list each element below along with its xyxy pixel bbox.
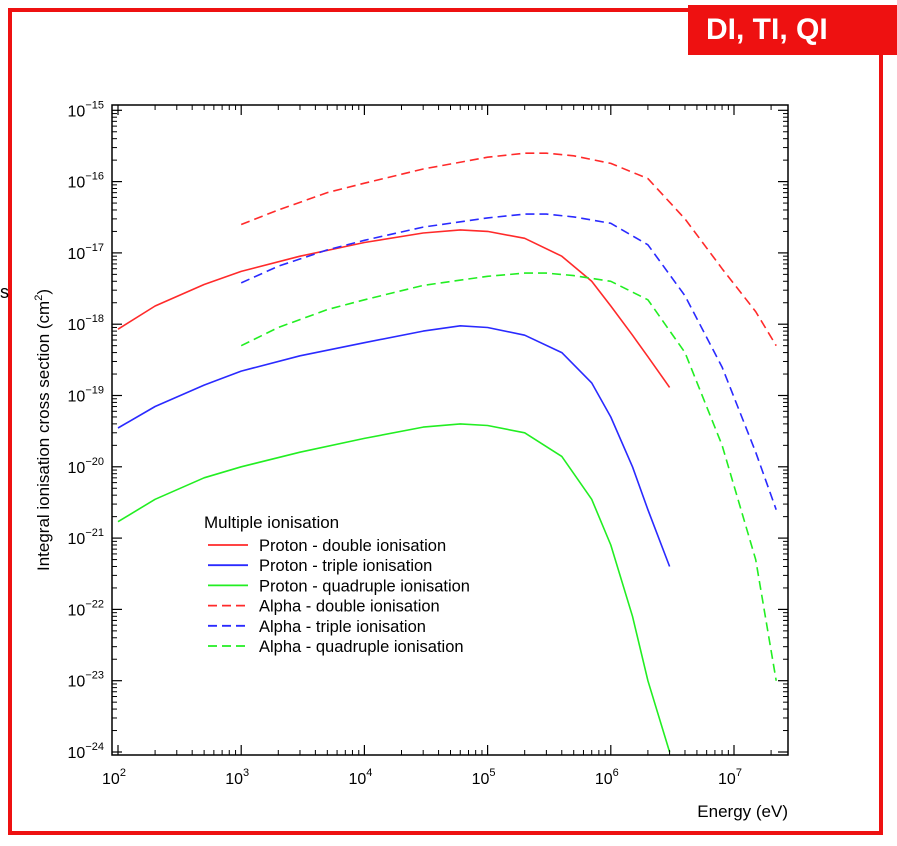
- y-tick-label: 10−19: [68, 385, 104, 406]
- x-tick-base: 10: [102, 771, 120, 788]
- clipped-side-text: s: [0, 282, 9, 304]
- x-tick-label: 107: [718, 767, 742, 788]
- y-tick-base: 10: [68, 103, 86, 120]
- x-tick-label: 103: [225, 767, 249, 788]
- legend-label: Alpha - triple ionisation: [259, 618, 426, 636]
- y-tick-base: 10: [68, 602, 86, 619]
- legend-title: Multiple ionisation: [204, 513, 339, 532]
- slide-frame: [8, 8, 883, 835]
- series-line-5: [240, 213, 777, 510]
- y-tick-exp: −23: [85, 670, 104, 682]
- x-tick-label: 106: [595, 767, 619, 788]
- x-tick-base: 10: [225, 771, 243, 788]
- legend-label: Proton - quadruple ionisation: [259, 577, 470, 595]
- series-line-6: [240, 272, 777, 681]
- side-text-glyph: s: [0, 282, 9, 302]
- y-tick-exp: −19: [85, 385, 104, 397]
- y-tick-exp: −18: [85, 313, 104, 325]
- y-tick-base: 10: [68, 745, 86, 762]
- series-line-3: [117, 423, 671, 753]
- y-tick-label: 10−24: [68, 741, 104, 762]
- y-tick-base: 10: [68, 317, 86, 334]
- y-axis: 10−2410−2310−2210−2110−2010−1910−1810−17…: [68, 99, 788, 762]
- y-tick-exp: −22: [85, 598, 104, 610]
- y-tick-exp: −21: [85, 527, 104, 539]
- legend-label: Alpha - double ionisation: [259, 598, 440, 616]
- x-axis: 102 103 104 105 106 107: [102, 105, 772, 788]
- x-tick-exp: 2: [120, 767, 126, 779]
- plot-frame: [111, 104, 789, 756]
- y-tick-exp: −17: [85, 242, 104, 254]
- x-tick-exp: 4: [366, 767, 372, 779]
- y-axis-label-close: ): [34, 289, 53, 295]
- y-tick-exp: −20: [85, 456, 104, 468]
- legend-label: Alpha - quadruple ionisation: [259, 638, 464, 656]
- y-tick-label: 10−21: [68, 527, 104, 548]
- y-tick-label: 10−23: [68, 670, 104, 691]
- y-tick-label: 10−18: [68, 313, 104, 334]
- x-tick-exp: 5: [489, 767, 495, 779]
- x-tick-base: 10: [718, 771, 736, 788]
- y-tick-exp: −15: [85, 99, 104, 111]
- y-tick-exp: −16: [85, 171, 104, 183]
- y-tick-label: 10−16: [68, 171, 104, 192]
- y-axis-label: Integral ionisation cross section (cm2): [33, 289, 53, 571]
- series-line-2: [117, 325, 671, 567]
- series-line-4: [240, 152, 777, 347]
- y-tick-base: 10: [68, 674, 86, 691]
- y-axis-label-main: Integral ionisation cross section (cm: [34, 301, 53, 571]
- series-line-1: [117, 229, 671, 388]
- legend-label: Proton - triple ionisation: [259, 557, 432, 575]
- x-tick-base: 10: [472, 771, 490, 788]
- y-tick-label: 10−20: [68, 456, 104, 477]
- x-tick-exp: 3: [243, 767, 249, 779]
- legend-label: Proton - double ionisation: [259, 537, 446, 555]
- x-tick-label: 102: [102, 767, 126, 788]
- y-tick-base: 10: [68, 389, 86, 406]
- y-axis-label-sup: 2: [33, 295, 45, 301]
- y-tick-base: 10: [68, 531, 86, 548]
- y-tick-label: 10−17: [68, 242, 104, 263]
- x-tick-exp: 7: [736, 767, 742, 779]
- y-tick-label: 10−22: [68, 598, 104, 619]
- y-tick-base: 10: [68, 246, 86, 263]
- slide-tag: DI, TI, QI: [688, 5, 897, 55]
- x-tick-base: 10: [595, 771, 613, 788]
- x-axis-label: Energy (eV): [697, 802, 788, 821]
- y-tick-base: 10: [68, 175, 86, 192]
- legend: Multiple ionisation Proton - double ioni…: [204, 513, 470, 656]
- y-tick-label: 10−15: [68, 99, 104, 120]
- y-tick-exp: −24: [85, 741, 104, 753]
- x-tick-label: 104: [348, 767, 372, 788]
- x-tick-label: 105: [472, 767, 496, 788]
- y-tick-base: 10: [68, 460, 86, 477]
- x-tick-exp: 6: [613, 767, 619, 779]
- x-tick-base: 10: [348, 771, 366, 788]
- chart-marks: [117, 152, 777, 753]
